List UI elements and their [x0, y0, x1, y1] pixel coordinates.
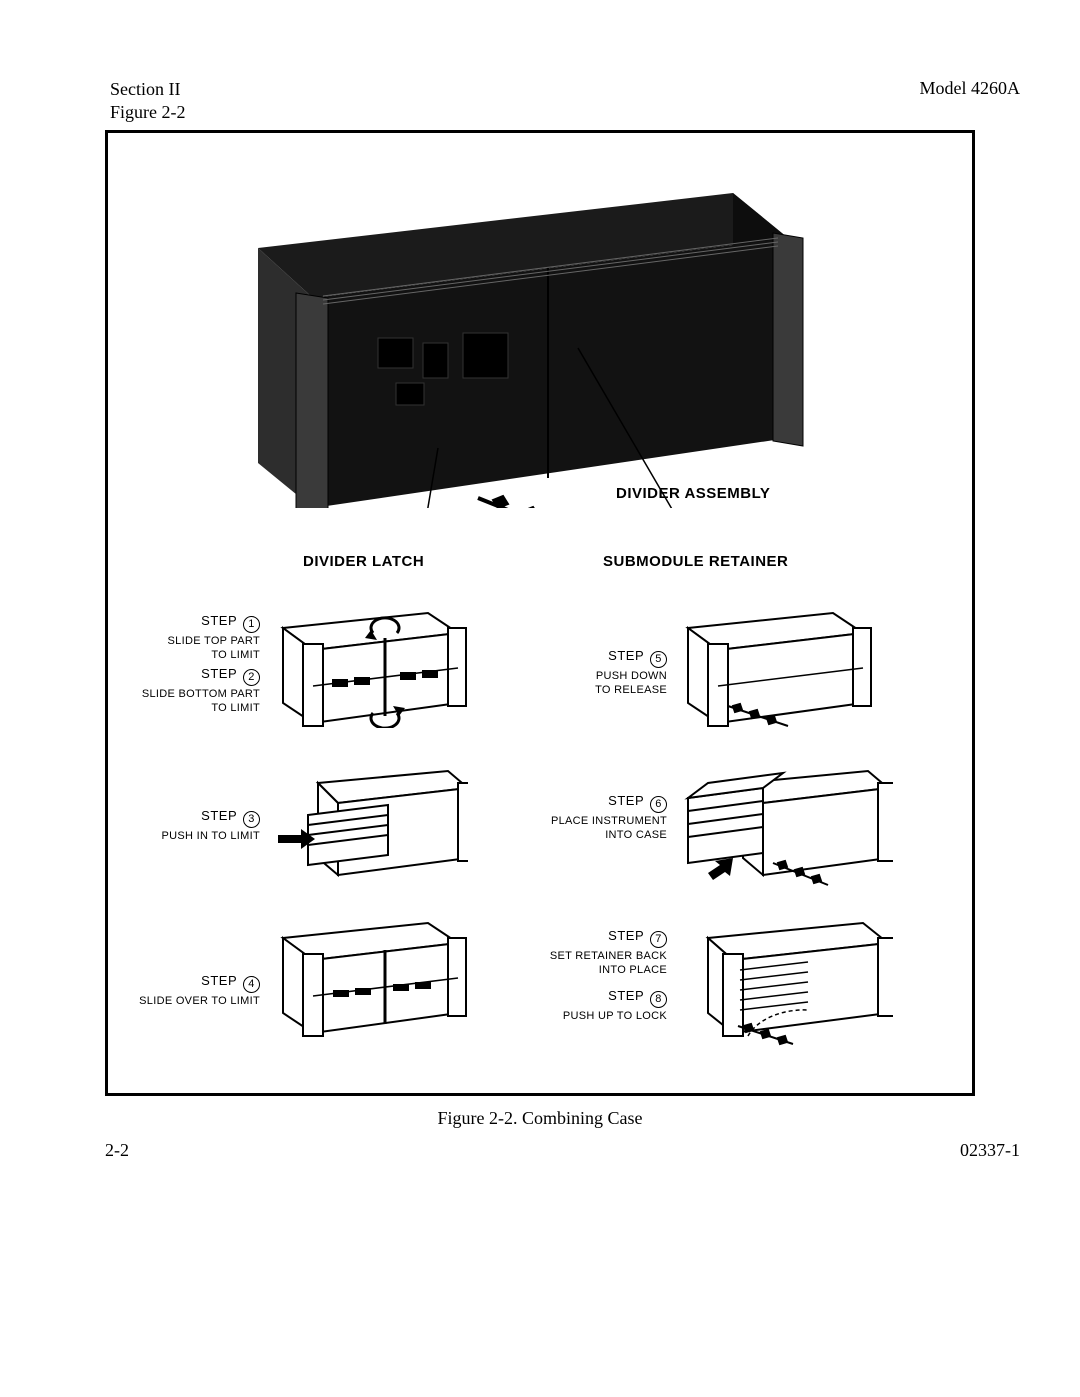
header-right: Model 4260A [920, 78, 1021, 123]
step-7-8-illustration [678, 918, 893, 1048]
step-8-label: STEP 8 [507, 988, 667, 1008]
step-4-illustration [273, 918, 468, 1038]
model-label: Model 4260A [920, 78, 1021, 99]
step-6-text: STEP 6 PLACE INSTRUMENTINTO CASE [507, 793, 667, 843]
step-row-1: STEP 1 SLIDE TOP PARTTO LIMIT STEP 2 SLI… [108, 608, 972, 758]
step-1-desc: SLIDE TOP PARTTO LIMIT [100, 635, 260, 663]
step-1-label: STEP 1 [100, 613, 260, 633]
step-6-desc: PLACE INSTRUMENTINTO CASE [507, 815, 667, 843]
step-7-desc: SET RETAINER BACKINTO PLACE [507, 950, 667, 978]
step-4-desc: SLIDE OVER TO LIMIT [100, 995, 260, 1009]
main-case-illustration [178, 178, 818, 508]
step-3-label: STEP 3 [100, 808, 260, 828]
callout-divider-latch: DIVIDER LATCH [303, 553, 424, 570]
step-2-text: STEP 2 SLIDE BOTTOM PARTTO LIMIT [100, 666, 260, 716]
step-7-label: STEP 7 [507, 928, 667, 948]
step-row-2: STEP 3 PUSH IN TO LIMIT [108, 763, 972, 913]
step-2-label: STEP 2 [100, 666, 260, 686]
step-2-desc: SLIDE BOTTOM PARTTO LIMIT [100, 688, 260, 716]
page-number: 2-2 [105, 1140, 129, 1161]
step-7-text: STEP 7 SET RETAINER BACKINTO PLACE [507, 928, 667, 978]
doc-number: 02337-1 [960, 1140, 1020, 1161]
header-left: Section II Figure 2-2 [110, 78, 186, 123]
step-1-2-illustration [273, 608, 468, 728]
steps-area: STEP 1 SLIDE TOP PARTTO LIMIT STEP 2 SLI… [108, 608, 972, 1078]
step-3-illustration [273, 763, 468, 883]
page: Section II Figure 2-2 Model 4260A [0, 0, 1080, 1397]
section-label: Section II [110, 78, 186, 101]
figure-caption: Figure 2-2. Combining Case [0, 1108, 1080, 1129]
step-5-text: STEP 5 PUSH DOWNTO RELEASE [507, 648, 667, 698]
step-4-text: STEP 4 SLIDE OVER TO LIMIT [100, 973, 260, 1009]
step-8-desc: PUSH UP TO LOCK [507, 1010, 667, 1024]
step-1-text: STEP 1 SLIDE TOP PARTTO LIMIT [100, 613, 260, 663]
step-6-illustration [678, 763, 893, 893]
step-5-label: STEP 5 [507, 648, 667, 668]
figure-frame: DIVIDER ASSEMBLY DIVIDER LATCH SUBMODULE… [105, 130, 975, 1096]
step-3-desc: PUSH IN TO LIMIT [100, 830, 260, 844]
page-header: Section II Figure 2-2 Model 4260A [110, 78, 1020, 123]
callout-divider-assembly: DIVIDER ASSEMBLY [616, 485, 770, 502]
step-5-desc: PUSH DOWNTO RELEASE [507, 670, 667, 698]
step-8-text: STEP 8 PUSH UP TO LOCK [507, 988, 667, 1024]
figure-ref-label: Figure 2-2 [110, 101, 186, 124]
callout-submodule-retainer: SUBMODULE RETAINER [603, 553, 788, 570]
step-5-illustration [678, 608, 873, 728]
step-6-label: STEP 6 [507, 793, 667, 813]
step-3-text: STEP 3 PUSH IN TO LIMIT [100, 808, 260, 844]
step-4-label: STEP 4 [100, 973, 260, 993]
step-row-3: STEP 4 SLIDE OVER TO LIMIT [108, 918, 972, 1068]
